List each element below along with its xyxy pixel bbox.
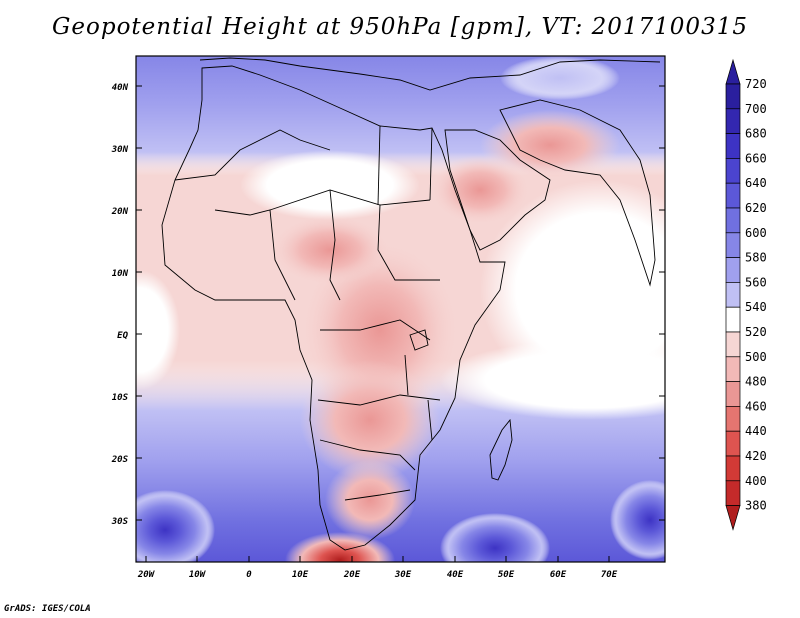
arabia-outline [444, 129, 551, 251]
colorbar-cell [725, 108, 741, 134]
border-5 [317, 394, 441, 406]
grads-credit: GrADS: IGES/COLA [4, 604, 91, 614]
border-3 [377, 204, 440, 281]
lon-label-60e: 60E [550, 570, 567, 580]
colorbar-label: 400 [745, 474, 767, 488]
border-10 [377, 125, 381, 206]
madagascar-outline [489, 418, 513, 481]
colorbar-cell [725, 182, 741, 209]
lat-label-20s: 20S [111, 455, 129, 465]
lon-label-50e: 50E [498, 570, 515, 580]
colorbar-label: 560 [745, 275, 767, 289]
lake-victoria [409, 329, 429, 351]
colorbar-cell [725, 232, 741, 258]
border-4 [320, 319, 431, 341]
lon-label-40e: 40E [447, 570, 464, 580]
height-field [136, 56, 665, 562]
map-frame [135, 55, 666, 563]
colorbar-arrow-bottom [725, 505, 741, 531]
colorbar-label: 500 [745, 350, 767, 364]
lon-label-20e: 20E [343, 570, 361, 580]
colorbar-cell [725, 331, 741, 358]
lon-label-0: 0 [246, 570, 252, 580]
lake-tanganyika [404, 354, 409, 396]
border-7 [344, 489, 411, 501]
lat-label-eq: EQ [117, 331, 128, 341]
border-11 [429, 127, 433, 201]
border-6 [319, 439, 416, 471]
colorbar-label: 520 [745, 325, 767, 339]
colorbar-label: 420 [745, 449, 767, 463]
colorbar-label: 720 [745, 77, 767, 91]
lat-label-10n: 10N [112, 269, 129, 279]
colorbar-label: 480 [745, 375, 767, 389]
colorbar-label: 640 [745, 176, 767, 190]
colorbar-cell [725, 158, 741, 184]
africa-outline [161, 65, 506, 551]
figure-title: Geopotential Height at 950hPa [gpm], VT:… [52, 14, 748, 40]
colorbar-label: 680 [745, 127, 767, 141]
colorbar-cell [725, 406, 741, 432]
lon-label-30e: 30E [394, 570, 412, 580]
colorbar-cell [725, 356, 741, 382]
colorbar-cell [725, 207, 741, 234]
colorbar-cell [725, 430, 741, 457]
colorbar-cell [725, 381, 741, 407]
lon-label-20w: 20W [137, 570, 156, 580]
colorbar: 720 700 680 660 640 620 600 580 560 540 520 500 480 4… [725, 58, 767, 531]
colorbar-label: 620 [745, 201, 767, 215]
border-9 [174, 129, 331, 181]
colorbar-label: 700 [745, 102, 767, 116]
lon-label-70e: 70E [601, 570, 618, 580]
lat-label-40n: 40N [112, 83, 129, 93]
coastlines [161, 57, 661, 551]
colorbar-label: 460 [745, 399, 767, 413]
colorbar-label: 600 [745, 226, 767, 240]
colorbar-label: 540 [745, 300, 767, 314]
lon-label-10e: 10E [292, 570, 309, 580]
colorbar-label: 580 [745, 251, 767, 265]
colorbar-label: 380 [745, 499, 767, 513]
lat-label-10s: 10S [112, 393, 129, 403]
lat-label-20n: 20N [111, 207, 129, 217]
lat-axis: 40N 30N 20N 10N EQ 10S 20S 30S [111, 83, 665, 527]
lon-label-10w: 10W [189, 570, 207, 580]
border-1 [269, 189, 431, 211]
colorbar-cell [725, 133, 741, 159]
lon-axis: 20W 10W 0 10E 20E 30E 40E 50E 60E 70E [137, 556, 618, 580]
lat-label-30s: 30S [111, 517, 129, 527]
colorbar-cell [725, 455, 741, 482]
europe-outline [199, 57, 661, 91]
colorbar-arrow-top [725, 58, 741, 85]
colorbar-cell [725, 83, 741, 110]
colorbar-label: 660 [745, 151, 767, 165]
lake-malawi [427, 399, 433, 441]
colorbar-cell [725, 306, 741, 333]
colorbar-label: 440 [745, 424, 767, 438]
iran-india-outline [499, 99, 656, 287]
border-8 [214, 209, 296, 301]
colorbar-cell [725, 282, 741, 308]
colorbar-cell [725, 480, 741, 506]
border-2 [329, 189, 341, 301]
lat-label-30n: 30N [111, 145, 129, 155]
colorbar-cell [725, 257, 741, 283]
